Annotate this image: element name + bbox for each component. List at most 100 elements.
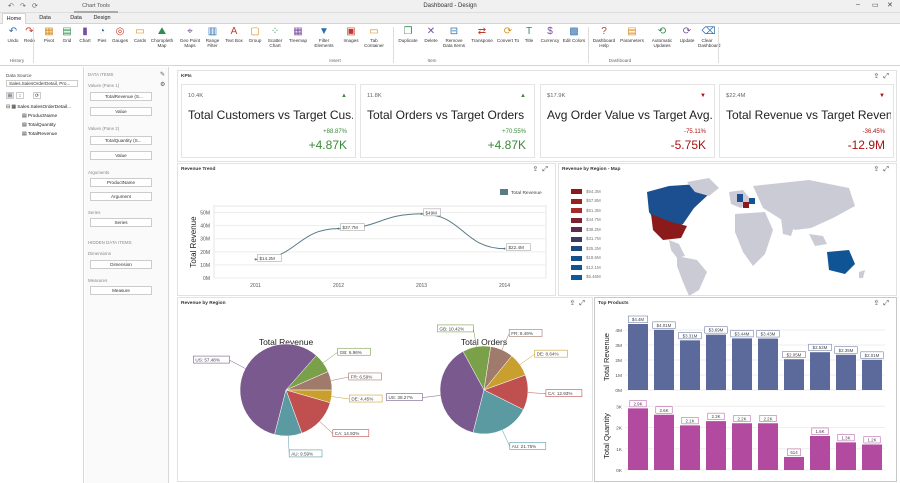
revenue-trend-title: Revenue Trend: [181, 167, 216, 172]
top-products-panel[interactable]: Top Products ⇪⤢ 0M 1M 2M 3M 4M $4.4M $4.01M $3.…: [594, 297, 897, 482]
dashboard-help-button[interactable]: ? Dashboard Help: [592, 26, 616, 56]
chart-button[interactable]: ▮ Chart: [76, 26, 94, 56]
pivot-button[interactable]: ▦ Pivot: [40, 26, 58, 56]
maximize-item-icon[interactable]: ⤢: [883, 73, 893, 80]
total-quantity-item[interactable]: TotalQuantity (S...: [90, 136, 152, 145]
field-total-revenue[interactable]: ▤ TotalRevenue: [22, 132, 58, 137]
geo-point-maps-button[interactable]: ⌖ Geo Point Maps: [178, 26, 202, 56]
undo-button[interactable]: ↶ Undo: [4, 26, 22, 56]
choropleth-map-button[interactable]: ⛰ Choropleth Map: [150, 26, 174, 56]
currency-icon: $: [547, 26, 553, 37]
tab-home[interactable]: Home: [2, 13, 26, 24]
group-button[interactable]: ▢ Group: [246, 26, 264, 56]
kpi-card[interactable]: 11.8K ▲ Total Orders vs Target Orders +7…: [360, 84, 535, 158]
revenue-trend-panel[interactable]: Revenue Trend ⇪⤢ 0M 10M 20M 30M 40M 50M 2011 20…: [177, 163, 556, 296]
kpi-percent: +88.87%: [323, 129, 347, 135]
export-icon[interactable]: ⇪: [873, 166, 884, 173]
slice-label: DE: 4.45%: [351, 397, 373, 402]
ribbon-button-label: Automatic Updates: [651, 38, 673, 48]
filter-elements-button[interactable]: ▼ Filter Elements: [312, 26, 336, 56]
kpi-title: Avg Order Value vs Target Avg...: [547, 108, 712, 122]
app-menu-icon[interactable]: ↶: [8, 3, 14, 10]
ribbon-separator: [588, 27, 589, 63]
sort-icon[interactable]: ↕: [16, 92, 24, 99]
close-icon[interactable]: ✕: [887, 2, 893, 9]
total-revenue-item[interactable]: TotalRevenue (S...: [90, 92, 152, 101]
product-name-argument[interactable]: ProductName: [90, 178, 152, 187]
kpi-card[interactable]: $22.4M ▼ Total Revenue vs Target Reven..…: [719, 84, 894, 158]
currency-button[interactable]: $ Currency: [538, 26, 562, 56]
scatter-chart-button[interactable]: ⁘ Scatter Chart: [264, 26, 286, 56]
automatic-updates-button[interactable]: ⟲ Automatic Updates: [650, 26, 674, 56]
refresh-icon[interactable]: ⟳: [33, 92, 41, 99]
ribbon-group-insert: Insert: [329, 58, 341, 63]
maximize-item-icon[interactable]: ⤢: [883, 166, 893, 173]
range-filter-button[interactable]: ▥ Range Filter: [203, 26, 222, 56]
y-tick-label: 3M: [615, 343, 622, 349]
legend-label: $57.8M: [586, 198, 601, 203]
field-total-quantity[interactable]: ▤ TotalQuantity: [22, 123, 56, 128]
data-source-combo[interactable]: Sales.SalesOrderDetail, Pro...: [6, 80, 78, 87]
grid-icon: ▤: [62, 26, 72, 37]
ribbon-button-label: Parameters: [620, 38, 644, 43]
redo-button[interactable]: ↷ Redo: [19, 26, 40, 56]
images-button[interactable]: ▣ Images: [340, 26, 362, 56]
maximize-item-icon[interactable]: ⤢: [883, 300, 893, 307]
quick-redo-icon[interactable]: ⟳: [32, 3, 38, 10]
x-tick-label: 2014: [499, 283, 510, 289]
maximize-icon[interactable]: ▭: [872, 2, 879, 9]
maximize-item-icon[interactable]: ⤢: [579, 300, 589, 307]
export-icon[interactable]: ⇪: [873, 73, 884, 80]
title-button[interactable]: T Title: [520, 26, 538, 56]
revenue-map-panel[interactable]: Revenue by Region - Map ⇪⤢ $64.3M $57.8M $…: [558, 163, 897, 296]
cards-button[interactable]: ▭ Cards: [130, 26, 150, 56]
update-button[interactable]: ⟳ Update: [676, 26, 698, 56]
value-drop-1[interactable]: Value: [90, 107, 152, 116]
duplicate-button[interactable]: ❐ Duplicate: [396, 26, 420, 56]
treemap-button[interactable]: ▦ Treemap: [286, 26, 310, 56]
bar-label-box: [782, 351, 806, 358]
ribbon-button-label: Remove Data Items: [442, 38, 466, 48]
remove-data-items-button[interactable]: ⊟ Remove Data Items: [442, 26, 466, 56]
maximize-item-icon[interactable]: ⤢: [542, 166, 552, 173]
arrow-up-icon: ▲: [341, 93, 347, 99]
text-box-button[interactable]: A Text Box: [222, 26, 246, 56]
quick-undo-icon[interactable]: ↷: [20, 3, 26, 10]
measure-drop[interactable]: Measure: [90, 286, 152, 295]
auto-update-icon: ⟲: [657, 26, 667, 37]
minimize-icon[interactable]: –: [856, 1, 860, 8]
grid-button[interactable]: ▤ Grid: [58, 26, 76, 56]
kpi-card[interactable]: $17.9K ▼ Avg Order Value vs Target Avg..…: [540, 84, 715, 158]
kpi-card[interactable]: 10.4K ▲ Total Customers vs Target Cus...…: [181, 84, 356, 158]
transpose-button[interactable]: ⇄ Transpose: [470, 26, 494, 56]
export-icon[interactable]: ⇪: [532, 166, 543, 173]
tab-data[interactable]: Data: [70, 15, 82, 21]
argument-drop[interactable]: Argument: [90, 192, 152, 201]
parameters-button[interactable]: ▤ Parameters: [620, 26, 644, 56]
pivot-icon: ▦: [44, 26, 54, 37]
convert-icon: ⟳: [503, 26, 513, 37]
series-drop[interactable]: Series: [90, 218, 152, 227]
gauges-button[interactable]: ◎ Gauges: [110, 26, 130, 56]
options-icon[interactable]: ⚙: [160, 82, 166, 88]
tab-container-button[interactable]: ▭ Tab Container: [362, 26, 386, 56]
paint-icon[interactable]: ✎: [160, 72, 166, 78]
value-drop-2[interactable]: Value: [90, 151, 152, 160]
pies-button[interactable]: ◔ Pies: [94, 26, 110, 56]
clear-dashboard-button[interactable]: ⌫ Clear Dashboard: [698, 26, 720, 56]
world-map: [647, 178, 865, 296]
export-icon[interactable]: ⇪: [569, 300, 580, 307]
delete-button[interactable]: ✕ Delete: [420, 26, 442, 56]
edit-colors-button[interactable]: ▩ Edit Colors: [562, 26, 586, 56]
revenue-by-region-panel[interactable]: Revenue by Region ⇪⤢ Total Revenue US: 57…: [177, 297, 593, 482]
tree-view-toggle[interactable]: ⊞: [6, 92, 14, 99]
slice-label: GB: 6.96%: [340, 350, 362, 355]
dimension-drop[interactable]: Dimension: [90, 260, 152, 269]
tab-data-source[interactable]: Data Source: [36, 15, 53, 32]
field-product-name[interactable]: ▤ ProductName: [22, 114, 58, 119]
tree-root[interactable]: ⊟ ▦ Sales.SalesOrderDetail...: [6, 105, 72, 110]
export-icon[interactable]: ⇪: [873, 300, 884, 307]
bar-label-box: [811, 427, 829, 435]
tab-design[interactable]: Design: [93, 15, 111, 21]
convert-to-button[interactable]: ⟳ Convert To: [496, 26, 520, 56]
